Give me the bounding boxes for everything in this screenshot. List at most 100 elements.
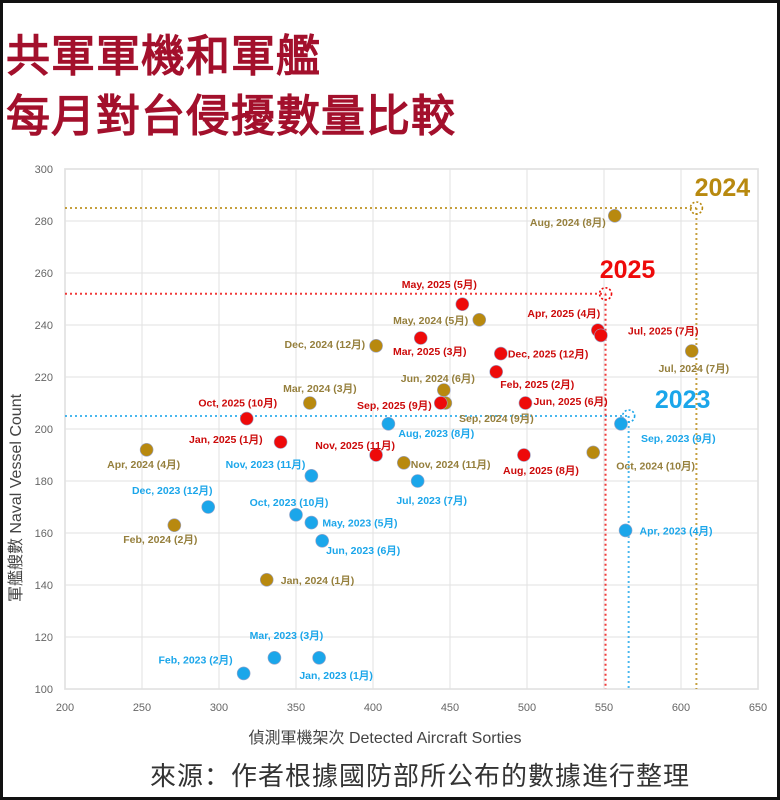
data-label: Apr, 2024 (4月) bbox=[107, 459, 180, 471]
y-tick-label: 300 bbox=[35, 164, 53, 176]
data-point bbox=[381, 416, 396, 431]
x-tick-label: 300 bbox=[210, 702, 228, 714]
y-tick-label: 140 bbox=[35, 580, 53, 592]
y-tick-label: 160 bbox=[35, 528, 53, 540]
y-tick-label: 100 bbox=[35, 684, 53, 696]
data-point bbox=[273, 435, 288, 449]
data-point bbox=[139, 442, 154, 457]
data-label: Oct, 2025 (10月) bbox=[198, 398, 277, 410]
data-label: May, 2023 (5月) bbox=[322, 518, 397, 530]
data-point bbox=[315, 533, 329, 548]
data-point bbox=[369, 338, 383, 353]
data-label: Sep, 2023 (9月) bbox=[641, 433, 716, 445]
data-point bbox=[201, 500, 216, 514]
data-label: Feb, 2023 (2月) bbox=[159, 654, 233, 666]
average-marker bbox=[621, 409, 636, 423]
data-label: Aug, 2023 (8月) bbox=[398, 428, 474, 440]
data-label: May, 2024 (5月) bbox=[393, 315, 468, 327]
source-note: 來源：作者根據國防部所公布的數據進行整理 bbox=[150, 762, 691, 792]
data-point bbox=[518, 396, 533, 410]
data-point bbox=[289, 507, 303, 522]
x-tick-label: 600 bbox=[672, 702, 690, 714]
data-point bbox=[413, 331, 428, 345]
data-label: Jan, 2024 (1月) bbox=[281, 575, 355, 587]
data-point bbox=[437, 383, 451, 397]
average-label: 2025 bbox=[600, 256, 656, 284]
data-point bbox=[614, 416, 628, 431]
data-label: May, 2025 (5月) bbox=[402, 279, 477, 291]
data-point bbox=[304, 515, 319, 530]
data-point bbox=[517, 448, 531, 462]
average-marker bbox=[598, 286, 613, 301]
average-label: 2024 bbox=[695, 174, 751, 202]
data-point bbox=[489, 364, 504, 379]
x-tick-label: 250 bbox=[133, 702, 151, 714]
data-label: Oct, 2023 (10月) bbox=[250, 497, 329, 509]
y-tick-label: 280 bbox=[35, 216, 53, 228]
data-label: Dec, 2023 (12月) bbox=[132, 485, 213, 497]
data-point bbox=[684, 344, 699, 358]
data-label: Nov, 2024 (11月) bbox=[411, 459, 491, 471]
data-point bbox=[586, 445, 601, 460]
data-point bbox=[304, 468, 319, 483]
data-point bbox=[607, 209, 622, 223]
data-point bbox=[239, 411, 254, 426]
title-line-2: 每月對台侵擾數量比較 bbox=[6, 91, 456, 142]
data-point bbox=[369, 448, 383, 462]
data-label: Oct, 2024 (10月) bbox=[616, 460, 695, 472]
data-point bbox=[167, 518, 182, 533]
y-tick-label: 220 bbox=[35, 372, 53, 384]
data-label: Jul, 2025 (7月) bbox=[628, 325, 699, 337]
data-label: Mar, 2023 (3月) bbox=[250, 630, 324, 642]
data-point bbox=[312, 650, 326, 665]
y-tick-label: 240 bbox=[35, 320, 53, 332]
data-label: Feb, 2024 (2月) bbox=[123, 534, 197, 546]
data-point bbox=[433, 396, 448, 410]
y-axis-title: 軍艦艘數 Naval Vessel Count bbox=[7, 393, 25, 602]
data-point bbox=[410, 474, 425, 488]
data-point bbox=[236, 666, 251, 681]
data-point bbox=[455, 297, 470, 312]
y-tick-label: 180 bbox=[35, 476, 53, 488]
title-line-1: 共軍軍機和軍艦 bbox=[6, 31, 321, 82]
data-label: Sep, 2024 (9月) bbox=[459, 413, 534, 425]
data-point bbox=[259, 572, 274, 587]
data-label: Feb, 2025 (2月) bbox=[500, 379, 574, 391]
x-tick-label: 500 bbox=[518, 702, 536, 714]
data-label: Dec, 2024 (12月) bbox=[285, 339, 366, 351]
x-tick-label: 450 bbox=[441, 702, 459, 714]
data-label: Apr, 2023 (4月) bbox=[640, 525, 713, 537]
data-point bbox=[396, 455, 411, 470]
data-label: Jun, 2024 (6月) bbox=[401, 373, 475, 385]
x-tick-label: 350 bbox=[287, 702, 305, 714]
data-label: Nov, 2023 (11月) bbox=[226, 459, 306, 471]
data-point bbox=[594, 328, 608, 343]
data-label: Nov, 2025 (11月) bbox=[315, 440, 395, 452]
data-label: Jan, 2025 (1月) bbox=[189, 434, 263, 446]
data-point bbox=[303, 396, 317, 410]
data-label: Mar, 2025 (3月) bbox=[393, 346, 467, 358]
average-label: 2023 bbox=[655, 386, 711, 414]
data-label: Jul, 2023 (7月) bbox=[396, 495, 467, 507]
data-label: Dec, 2025 (12月) bbox=[508, 349, 589, 361]
data-label: Jul, 2024 (7月) bbox=[658, 363, 729, 375]
data-label: Mar, 2024 (3月) bbox=[283, 383, 357, 395]
data-label: Jun, 2025 (6月) bbox=[533, 396, 607, 408]
x-tick-label: 650 bbox=[749, 702, 767, 714]
x-tick-label: 550 bbox=[595, 702, 613, 714]
x-tick-label: 400 bbox=[364, 702, 382, 714]
data-label: Sep, 2025 (9月) bbox=[357, 400, 432, 412]
data-label: Apr, 2025 (4月) bbox=[527, 308, 600, 320]
data-point bbox=[472, 312, 487, 327]
data-point bbox=[494, 346, 508, 361]
x-tick-label: 200 bbox=[56, 702, 74, 714]
data-label: Aug, 2025 (8月) bbox=[503, 465, 579, 477]
data-point bbox=[618, 523, 633, 538]
data-label: Jun, 2023 (6月) bbox=[326, 545, 400, 557]
y-tick-label: 260 bbox=[35, 268, 53, 280]
x-axis-title: 偵測軍機架次 Detected Aircraft Sorties bbox=[249, 729, 522, 747]
data-label: Jan, 2023 (1月) bbox=[299, 670, 373, 682]
average-marker bbox=[689, 201, 704, 215]
